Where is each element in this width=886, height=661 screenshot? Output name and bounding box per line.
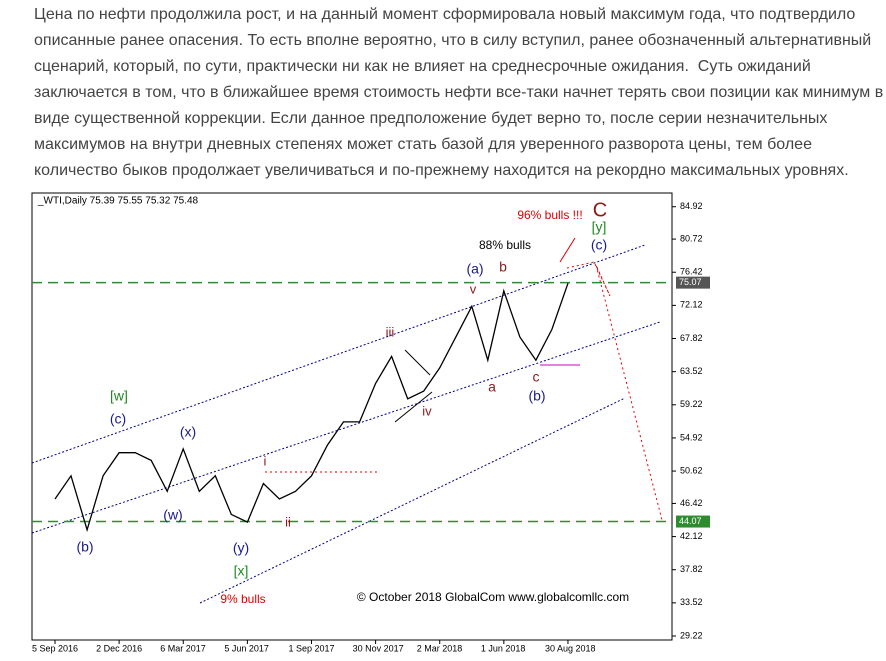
annotation: a [488,379,496,395]
y-tick-label: 37.82 [680,564,703,574]
x-tick-label: 6 Mar 2017 [160,643,206,653]
annotation: 9% bulls [220,592,265,606]
y-tick-label: 50.62 [680,465,703,475]
text-line: описанные ранее опасения. То есть вполне… [34,32,872,49]
annotation: iv [422,403,432,418]
x-tick-label: 2 Dec 2016 [96,643,142,653]
annotation: [y] [592,219,607,235]
annotation: v [470,281,477,296]
x-tick-label: 1 Jun 2018 [481,643,526,653]
chart-title: _WTI,Daily 75.39 75.55 75.32 75.48 [37,196,199,207]
y-tick-label: 84.92 [680,201,703,211]
annotation: (c) [110,411,126,427]
plot-frame [31,192,673,641]
y-tick-label: 54.92 [680,432,703,442]
x-tick-label: 30 Nov 2017 [353,643,404,653]
annotation: (x) [180,424,196,440]
x-tick-label: 5 Sep 2016 [32,643,78,653]
level-label: 75.07 [679,277,702,287]
annotation: c [533,369,540,385]
annotation: (c) [591,237,607,253]
text-line: виде существенной коррекции. Если данное… [34,110,828,127]
trend-line [394,391,433,423]
annotation: (w) [163,507,182,523]
y-tick-label: 46.42 [680,498,703,508]
y-tick-label: 76.42 [680,267,703,277]
x-tick-label: 2 Mar 2018 [417,643,463,653]
channel-lines [31,244,661,604]
annotation: 88% bulls [479,238,531,252]
text-line: сценарий, который, по сути, практически … [34,58,811,75]
annotation: (a) [466,261,483,277]
y-tick-label: 59.22 [680,399,703,409]
text-line: Цена по нефти продолжила рост, и на данн… [34,6,856,23]
y-tick-label: 29.22 [680,630,703,640]
y-tick-label: 80.72 [680,233,703,243]
forecast-path [566,261,663,521]
level-box [676,276,710,289]
annotation: [w] [110,388,128,404]
annotation: (b) [528,388,545,404]
annotation: C [593,199,607,221]
annotation: b [499,259,507,275]
text-line: максимумов на внутри дневных степенях мо… [34,136,812,153]
article-text: Цена по нефти продолжила рост, и на данн… [34,2,883,184]
annotation: (y) [233,540,249,556]
x-tick-label: 1 Sep 2017 [288,643,334,653]
annotation: i [264,453,267,468]
annotation: [x] [234,563,249,579]
level-label: 44.07 [679,516,702,526]
trend-line [404,349,431,376]
arrow-line [559,237,576,263]
annotation: iii [386,324,395,339]
annotation: 96% bulls !!! [517,208,582,222]
forecast-lines [265,237,663,521]
annotation: (b) [76,539,93,555]
x-tick-label: 30 Aug 2018 [545,643,596,653]
y-tick-label: 67.82 [680,333,703,343]
y-tick-label: 63.52 [680,366,703,376]
x-tick-label: 5 Jun 2017 [224,643,269,653]
price-line [54,282,569,533]
annotation: © October 2018 GlobalCom www.globalcomll… [357,590,629,604]
text-line: количество быков продолжает увеличиватьс… [34,162,849,179]
channel-upper [31,244,646,464]
channel-lower [199,397,626,604]
y-tick-label: 72.12 [680,300,703,310]
channel-middle [31,321,661,534]
text-line: заключается в том, что в ближайшее время… [34,84,884,101]
y-tick-label: 33.52 [680,597,703,607]
annotation: ii [285,514,291,529]
level-box [676,515,710,528]
y-tick-label: 42.12 [680,531,703,541]
